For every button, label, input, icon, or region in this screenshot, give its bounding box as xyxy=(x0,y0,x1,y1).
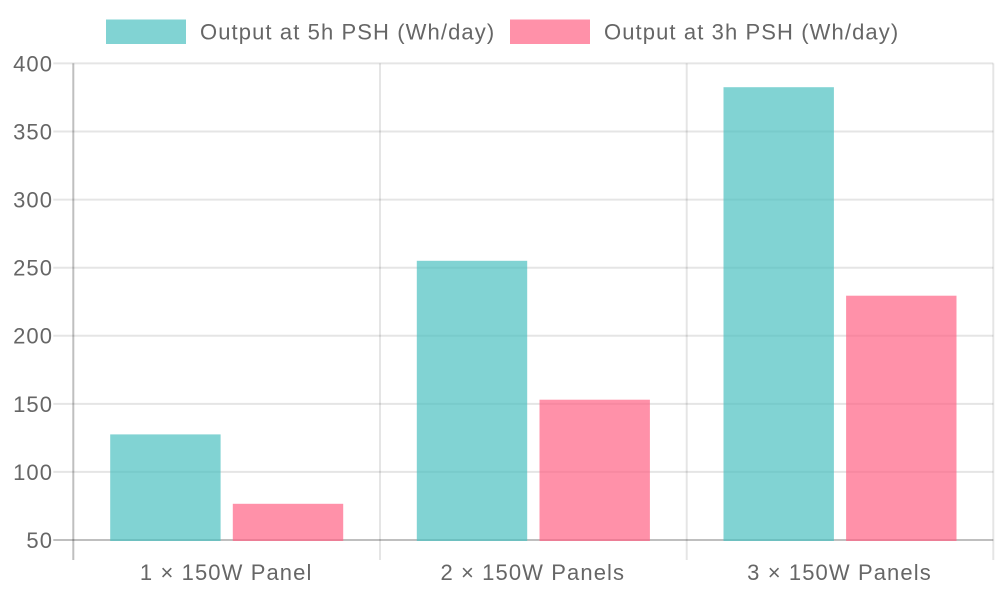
svg-text:1 × 150W Panel: 1 × 150W Panel xyxy=(140,560,313,585)
svg-text:2 × 150W Panels: 2 × 150W Panels xyxy=(440,560,625,585)
svg-text:Output at 3h PSH (Wh/day): Output at 3h PSH (Wh/day) xyxy=(604,20,899,45)
svg-text:300: 300 xyxy=(13,188,53,213)
svg-text:100: 100 xyxy=(13,460,53,485)
svg-text:3 × 150W Panels: 3 × 150W Panels xyxy=(747,560,932,585)
svg-text:350: 350 xyxy=(13,119,53,144)
svg-text:250: 250 xyxy=(13,256,53,281)
svg-text:400: 400 xyxy=(13,51,53,76)
svg-text:150: 150 xyxy=(13,392,53,417)
svg-text:200: 200 xyxy=(13,324,53,349)
svg-text:50: 50 xyxy=(26,528,53,553)
svg-text:Output at 5h PSH (Wh/day): Output at 5h PSH (Wh/day) xyxy=(200,20,495,45)
